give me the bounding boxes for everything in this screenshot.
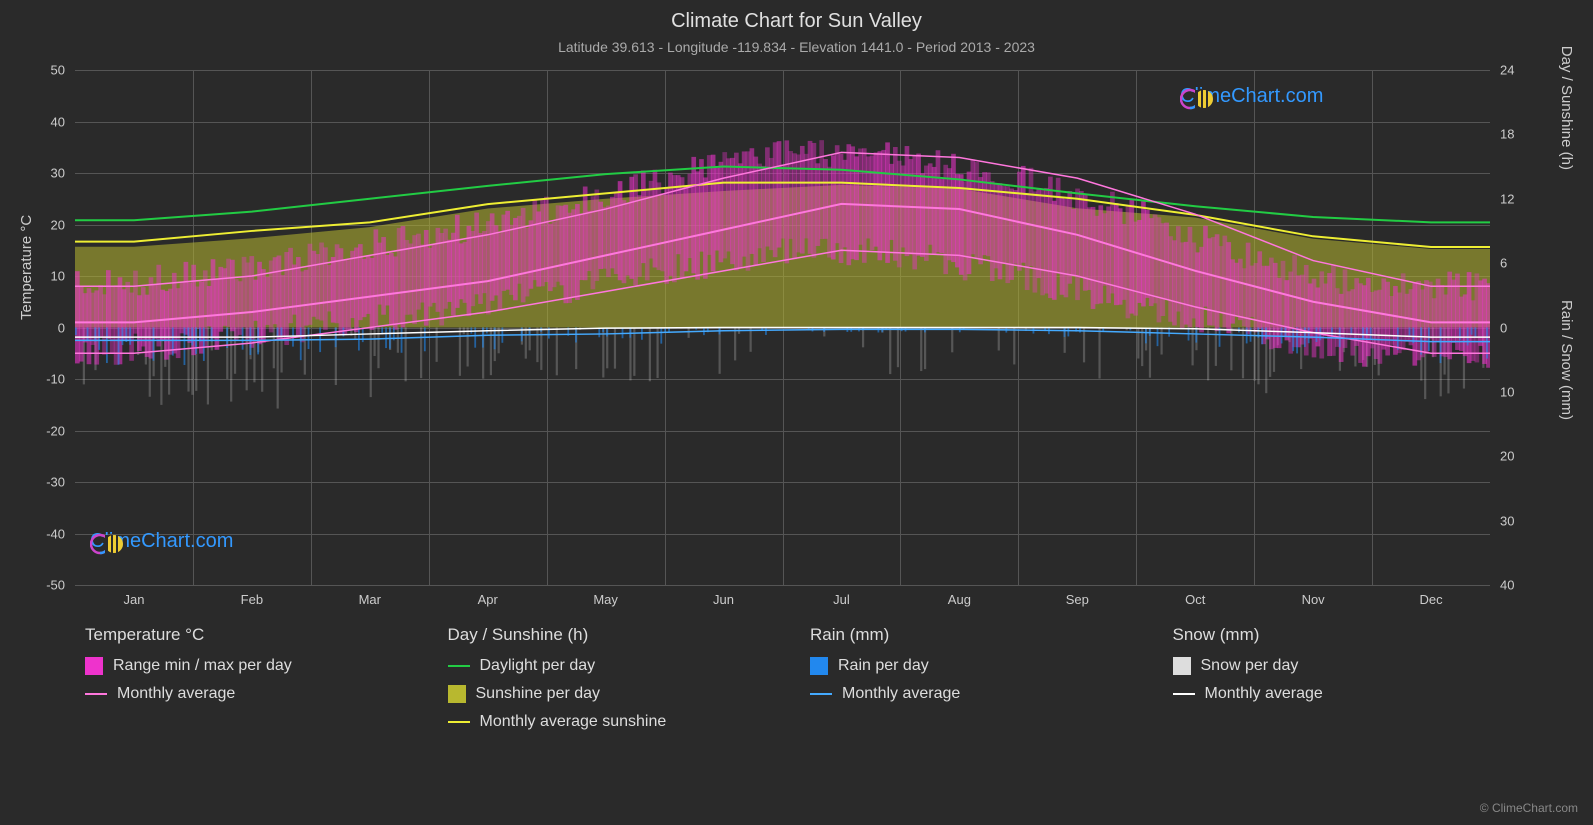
y-tick-left: 20 — [25, 217, 65, 232]
legend-line-icon — [1173, 693, 1195, 695]
plot-area: -50-40-30-20-100102030405006121824102030… — [75, 70, 1490, 585]
x-tick-month: Oct — [1185, 592, 1205, 607]
x-tick-month: Nov — [1302, 592, 1325, 607]
x-tick-month: Mar — [359, 592, 381, 607]
legend-label: Snow per day — [1201, 657, 1299, 675]
climate-chart: Climate Chart for Sun Valley Latitude 39… — [0, 0, 1593, 825]
x-tick-month: Dec — [1419, 592, 1442, 607]
y-tick-right-mm: 20 — [1500, 449, 1535, 464]
legend-item: Monthly average — [1173, 685, 1516, 703]
legend-label: Sunshine per day — [476, 685, 601, 703]
x-tick-month: Sep — [1066, 592, 1089, 607]
y-tick-right-hours: 12 — [1500, 191, 1535, 206]
legend-item: Snow per day — [1173, 657, 1516, 675]
legend-item: Daylight per day — [448, 657, 791, 675]
legend-swatch-icon — [85, 657, 103, 675]
climechart-logo-icon — [90, 530, 124, 558]
y-axis-right-title-top: Day / Sunshine (h) — [1558, 46, 1575, 170]
climechart-logo-icon — [1180, 85, 1214, 113]
y-tick-right-hours: 0 — [1500, 320, 1535, 335]
y-tick-left: 30 — [25, 166, 65, 181]
legend-label: Monthly average — [842, 685, 960, 703]
x-tick-month: Jan — [123, 592, 144, 607]
x-tick-month: May — [593, 592, 618, 607]
y-tick-left: -30 — [25, 475, 65, 490]
legend-item: Monthly average sunshine — [448, 713, 791, 731]
legend-column: Temperature °C Range min / max per day Mon… — [85, 625, 428, 741]
x-tick-month: Aug — [948, 592, 971, 607]
y-tick-left: 0 — [25, 320, 65, 335]
legend-label: Monthly average — [117, 685, 235, 703]
chart-title: Climate Chart for Sun Valley — [0, 10, 1593, 33]
y-tick-left: 10 — [25, 269, 65, 284]
y-tick-left: -40 — [25, 526, 65, 541]
y-tick-left: -10 — [25, 372, 65, 387]
legend-column: Rain (mm) Rain per day Monthly average — [810, 625, 1153, 741]
copyright: © ClimeChart.com — [1480, 801, 1578, 815]
legend-label: Monthly average — [1205, 685, 1323, 703]
y-tick-left: -50 — [25, 578, 65, 593]
y-tick-right-hours: 24 — [1500, 63, 1535, 78]
x-tick-month: Jun — [713, 592, 734, 607]
y-tick-right-hours: 6 — [1500, 256, 1535, 271]
y-tick-right-mm: 40 — [1500, 578, 1535, 593]
y-axis-right-title-bottom: Rain / Snow (mm) — [1558, 300, 1575, 420]
legend-header: Temperature °C — [85, 625, 428, 645]
legend-line-icon — [85, 693, 107, 695]
legend-swatch-icon — [1173, 657, 1191, 675]
legend-item: Monthly average — [810, 685, 1153, 703]
watermark: ClimeChart.com — [90, 530, 233, 553]
legend-header: Snow (mm) — [1173, 625, 1516, 645]
legend-label: Rain per day — [838, 657, 929, 675]
legend-swatch-icon — [810, 657, 828, 675]
legend-item: Monthly average — [85, 685, 428, 703]
legend-column: Day / Sunshine (h) Daylight per day Sunshi… — [448, 625, 791, 741]
legend-header: Day / Sunshine (h) — [448, 625, 791, 645]
legend-line-icon — [448, 721, 470, 723]
legend-column: Snow (mm) Snow per day Monthly average — [1173, 625, 1516, 741]
x-tick-month: Apr — [478, 592, 498, 607]
legend-swatch-icon — [448, 685, 466, 703]
legend-header: Rain (mm) — [810, 625, 1153, 645]
y-tick-left: -20 — [25, 423, 65, 438]
legend-item: Rain per day — [810, 657, 1153, 675]
watermark: ClimeChart.com — [1180, 85, 1323, 108]
legend-line-icon — [448, 665, 470, 667]
y-tick-left: 40 — [25, 114, 65, 129]
legend-item: Range min / max per day — [85, 657, 428, 675]
legend: Temperature °C Range min / max per day Mon… — [85, 625, 1515, 741]
legend-label: Range min / max per day — [113, 657, 292, 675]
x-tick-month: Jul — [833, 592, 850, 607]
y-tick-right-mm: 30 — [1500, 513, 1535, 528]
chart-subtitle: Latitude 39.613 - Longitude -119.834 - E… — [0, 39, 1593, 55]
legend-item: Sunshine per day — [448, 685, 791, 703]
x-tick-month: Feb — [241, 592, 263, 607]
y-tick-right-mm: 10 — [1500, 384, 1535, 399]
legend-line-icon — [810, 693, 832, 695]
legend-label: Monthly average sunshine — [480, 713, 667, 731]
y-tick-right-hours: 18 — [1500, 127, 1535, 142]
y-tick-left: 50 — [25, 63, 65, 78]
legend-label: Daylight per day — [480, 657, 596, 675]
